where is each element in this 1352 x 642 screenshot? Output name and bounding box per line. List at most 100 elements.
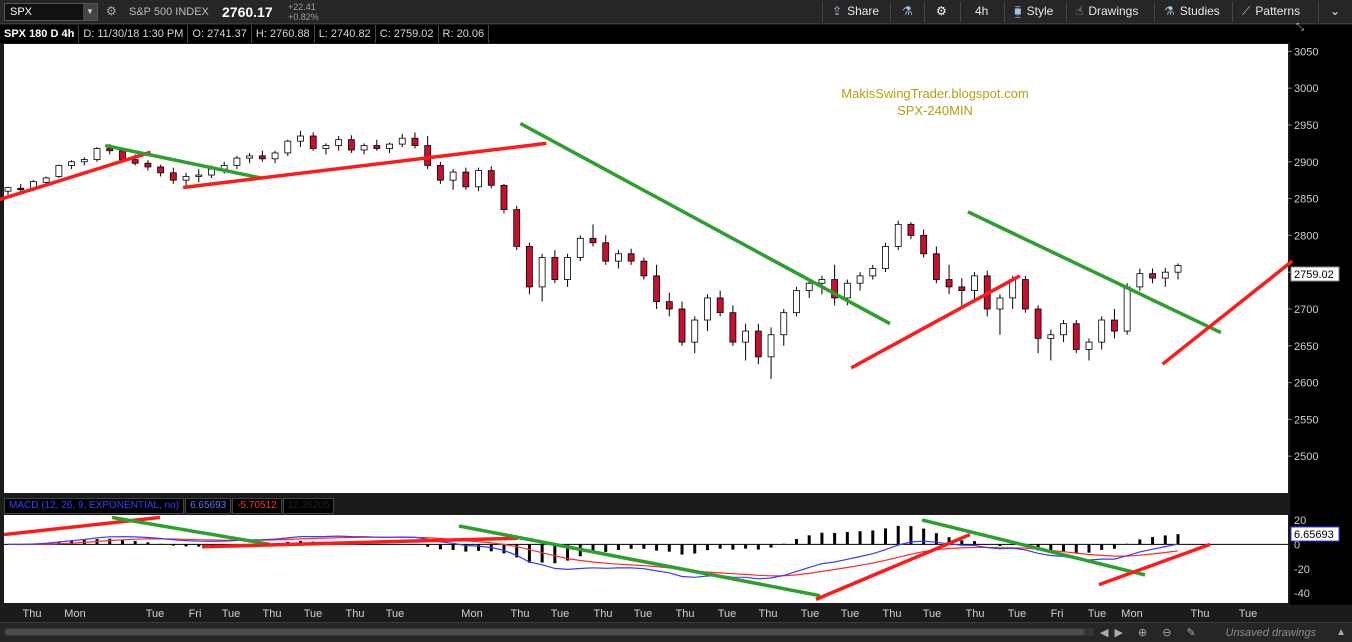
candle-body — [1174, 265, 1182, 273]
flask-icon: ⚗ — [902, 4, 913, 18]
candle-body — [894, 223, 902, 247]
flask-button[interactable]: ⚗ — [902, 4, 918, 18]
candle-body — [17, 187, 25, 191]
red-trendline — [182, 141, 547, 190]
candle-body — [93, 148, 101, 160]
macd-tick-label: 20 — [1294, 515, 1306, 527]
scroll-thumb[interactable] — [5, 629, 1085, 635]
candle-body — [564, 257, 571, 280]
price-axis[interactable] — [1290, 25, 1352, 605]
candle-body — [4, 187, 12, 192]
x-tick-label: Thu — [594, 608, 613, 620]
macd-tick-label: 0 — [1294, 539, 1300, 551]
candle-body — [767, 334, 775, 358]
symbol-input[interactable]: SPX ▼ — [4, 3, 98, 21]
candle-body — [386, 143, 393, 149]
candle-body — [1149, 273, 1156, 279]
x-labels-group: Thu Mon Tue Fri Tue Thu Tue Thu Tue Mon Thu Tue Thu T… — [23, 608, 1258, 620]
last-price: 2760.17 — [222, 4, 273, 20]
change-pct: +0.82% — [288, 12, 319, 22]
candle-body — [322, 145, 330, 149]
candle-body — [68, 161, 75, 166]
candle-body — [1161, 271, 1169, 279]
x-tick-label: Thu — [263, 608, 282, 620]
x-tick-label: Mon — [64, 608, 85, 620]
candle-body — [169, 172, 177, 181]
candle-body — [729, 312, 737, 343]
patterns-icon: ⟋ — [1242, 4, 1251, 18]
x-tick-label: Tue — [1088, 608, 1107, 620]
candle-body — [1047, 334, 1055, 339]
ohlc-info-bar: SPX 180 D 4h D: 11/30/18 1:30 PM O: 2741… — [0, 25, 1290, 43]
info-open: O: 2741.37 — [188, 25, 252, 43]
candle-body — [958, 286, 966, 291]
drawings-button[interactable]: ☝ Drawings — [1076, 4, 1138, 18]
x-tick-label: Mon — [461, 608, 482, 620]
candle-body — [1072, 323, 1080, 350]
y-tick-label: 2850 — [1294, 194, 1318, 206]
macd-green-trendline — [111, 515, 271, 547]
candle-body — [704, 297, 711, 321]
x-tick-label: Thu — [23, 608, 42, 620]
red-trendline — [1161, 259, 1294, 366]
drawing-tools[interactable]: ◀▶ ⊕ ⊖ ✎ — [1100, 627, 1202, 639]
candle-body — [80, 159, 88, 163]
green-trendline — [519, 121, 891, 326]
share-button[interactable]: ⇪ Share — [832, 4, 879, 18]
candle-body — [538, 257, 546, 288]
candle-body — [856, 275, 864, 284]
candle-body — [843, 282, 851, 299]
watermark-line1: MakisSwingTrader.blogspot.com — [841, 86, 1028, 101]
candle-body — [653, 275, 660, 303]
y-ticks-group: 3050300029502900285028002750270026502600… — [1288, 46, 1318, 463]
chevron-down-icon[interactable]: ⌄ — [1330, 4, 1341, 18]
x-tick-label: Tue — [841, 608, 860, 620]
candle-body — [1136, 273, 1144, 288]
candle-body — [780, 312, 788, 336]
candle-body — [436, 165, 444, 181]
candle-body — [449, 171, 457, 181]
y-tick-label: 2700 — [1294, 304, 1318, 316]
symbol-text: SPX — [10, 6, 33, 18]
hand-pointer-icon: ☝ — [1076, 4, 1084, 18]
red-trendline — [850, 274, 1021, 370]
settings-button[interactable]: ⚙ — [936, 4, 952, 18]
candle-body — [907, 223, 915, 236]
candle-body — [131, 159, 139, 164]
candle-body — [424, 145, 432, 166]
x-tick-label: Thu — [346, 608, 365, 620]
macd-label[interactable]: MACD (12, 26, 9, EXPONENTIAL, no) — [4, 498, 185, 514]
x-tick-label: Thu — [759, 608, 778, 620]
candle-body — [157, 166, 165, 174]
x-tick-label: Mon — [1121, 608, 1142, 620]
candle-body — [945, 279, 953, 288]
candle-body — [284, 140, 292, 154]
style-button[interactable]: ⧯ Style — [1014, 4, 1053, 19]
chevron-down-icon[interactable]: ▼ — [83, 4, 97, 20]
expand-triangle-icon[interactable]: ▲ — [1336, 627, 1346, 638]
x-tick-label: Thu — [676, 608, 695, 620]
candle-body — [398, 137, 406, 145]
expand-icon[interactable]: ⤡ — [1296, 22, 1304, 33]
y-tick-label: 2950 — [1294, 120, 1318, 132]
candle-body — [831, 279, 839, 299]
candle-body — [996, 297, 1004, 310]
candle-body — [971, 275, 978, 291]
candle-body — [258, 155, 266, 160]
timeframe-button[interactable]: 4h — [975, 4, 989, 18]
candle-body — [513, 209, 521, 247]
candle-body — [119, 150, 126, 160]
separator — [1004, 2, 1005, 22]
horizontal-scrollbar[interactable] — [4, 628, 1094, 636]
price-change: +22.41 +0.82% — [288, 2, 319, 22]
share-icon: ⇪ — [832, 4, 843, 18]
candle-body — [678, 308, 686, 343]
patterns-button[interactable]: ⟋ Patterns — [1242, 4, 1300, 19]
x-tick-label: Tue — [222, 608, 241, 620]
studies-button[interactable]: ⚗ Studies — [1164, 4, 1220, 18]
chart-label: SPX 180 D 4h — [0, 25, 80, 43]
candle-body — [716, 297, 724, 314]
macd-tick-label: -20 — [1294, 564, 1310, 576]
symbol-gear-icon[interactable]: ⚙ — [106, 4, 117, 18]
